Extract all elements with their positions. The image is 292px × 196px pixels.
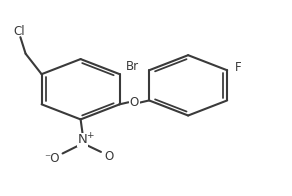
Text: +: + — [86, 131, 94, 140]
Text: Br: Br — [126, 60, 139, 73]
Text: O: O — [105, 150, 114, 163]
Text: ⁻O: ⁻O — [44, 152, 59, 165]
Text: F: F — [235, 61, 241, 74]
Text: O: O — [130, 96, 139, 109]
Text: Cl: Cl — [13, 25, 25, 38]
Text: N: N — [78, 133, 88, 146]
